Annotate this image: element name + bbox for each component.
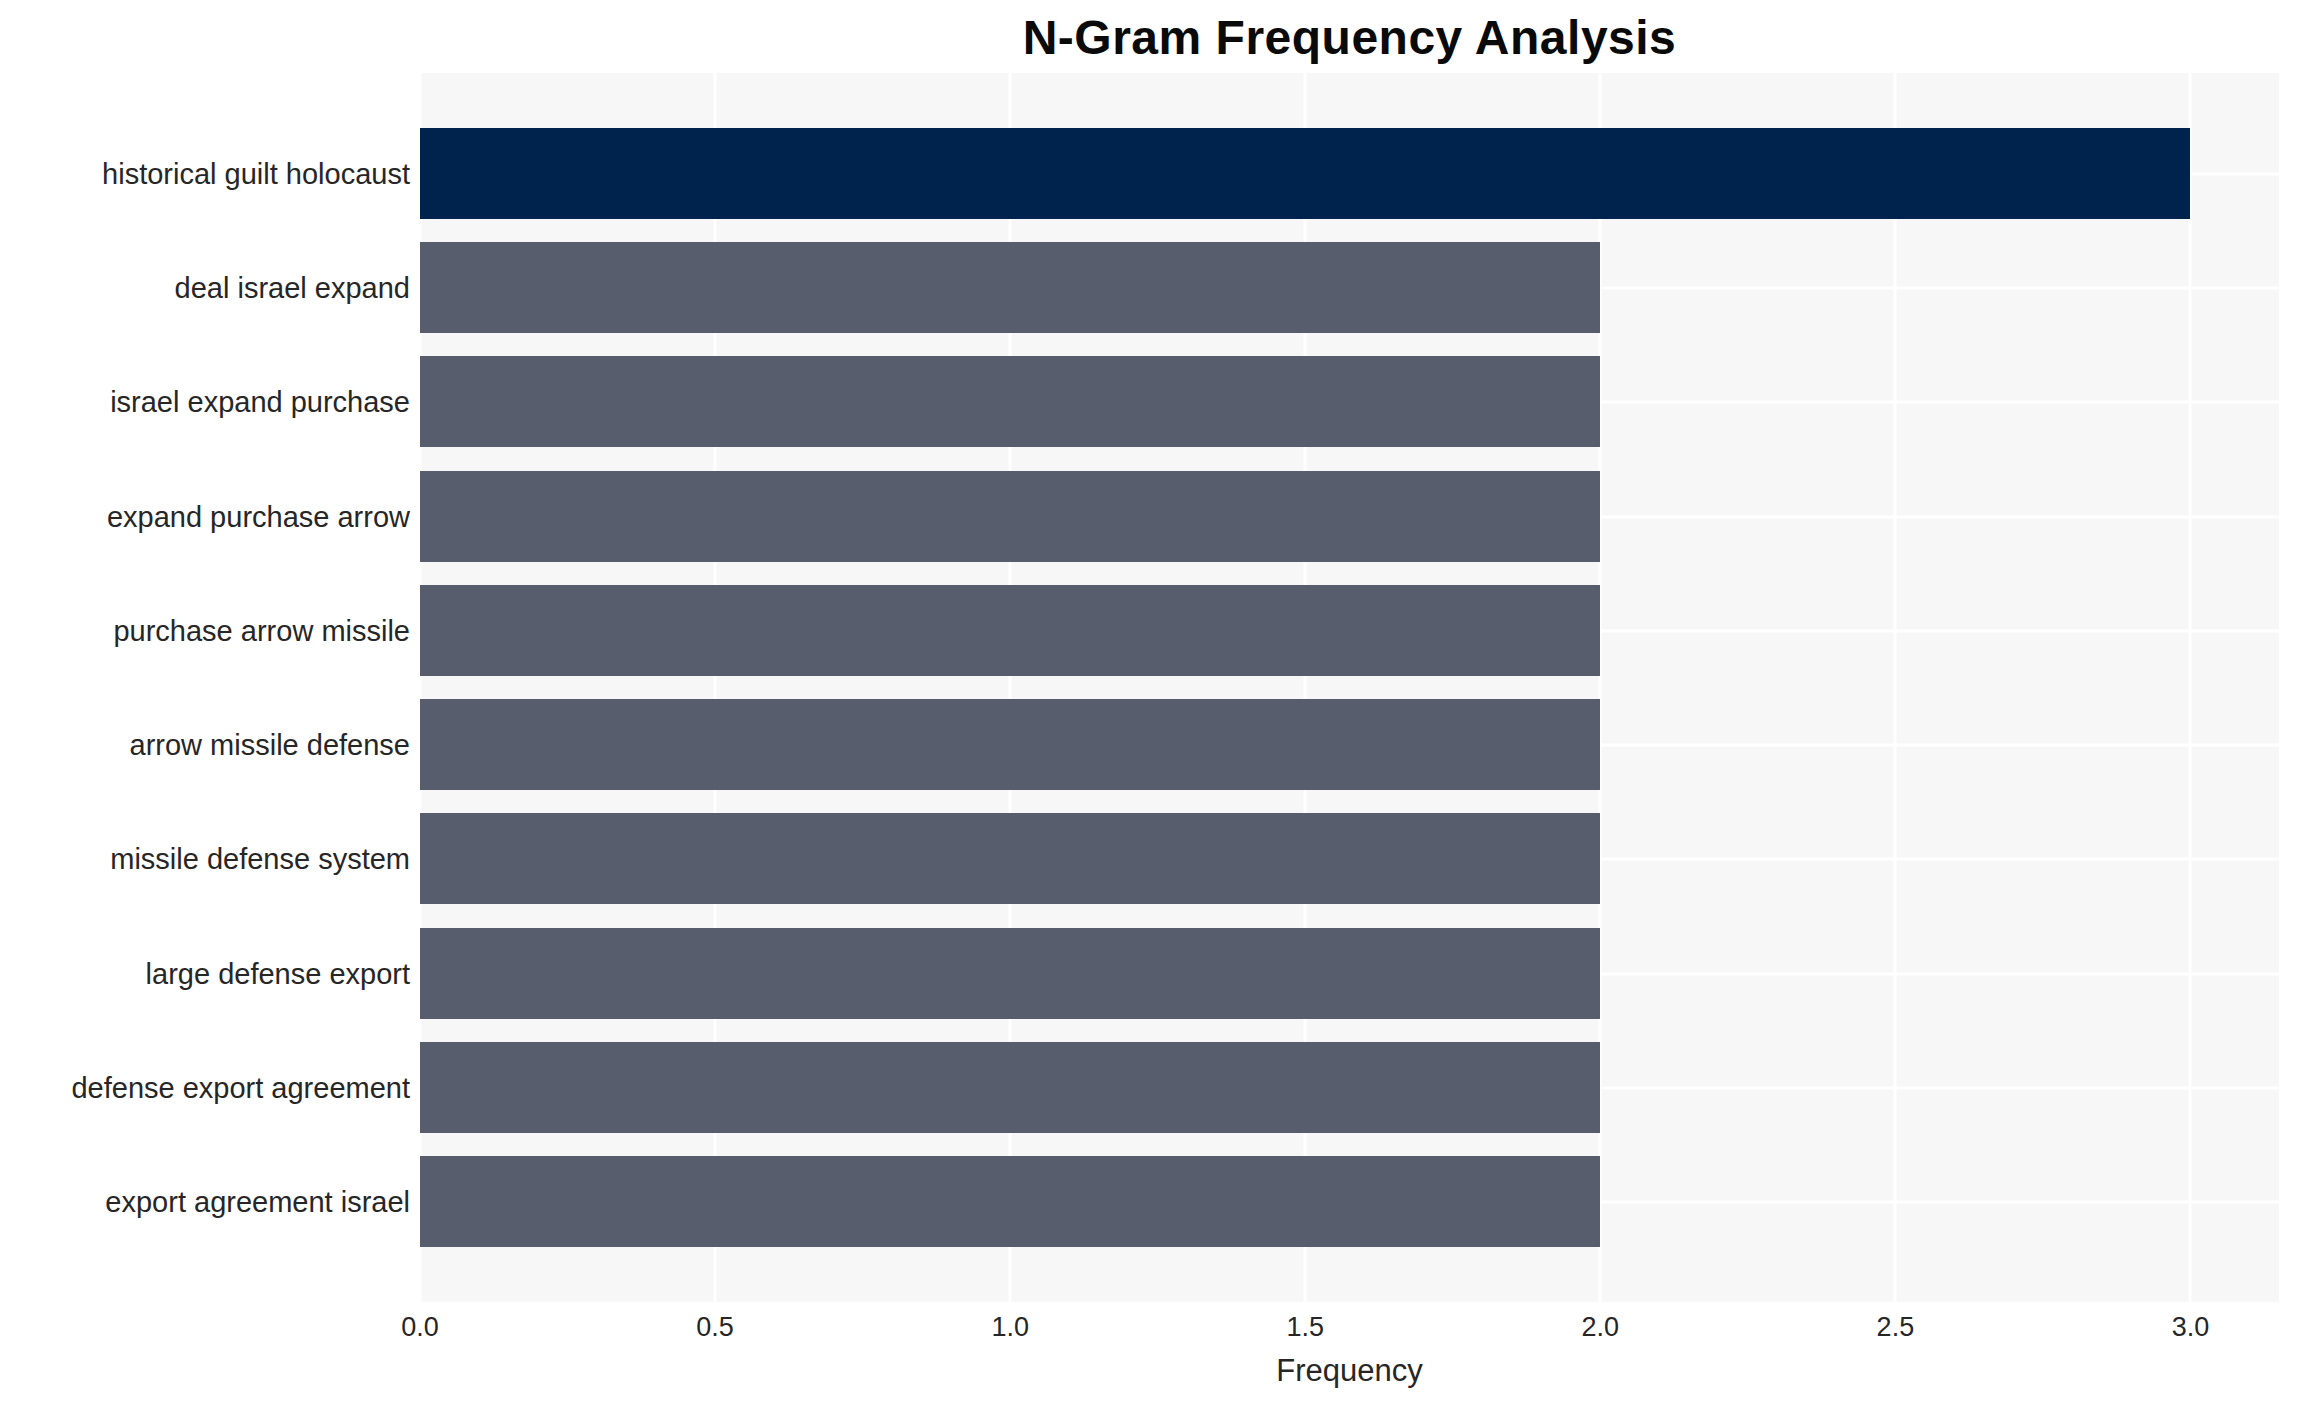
y-tick-label: expand purchase arrow	[107, 500, 410, 533]
bar-row: deal israel expand	[420, 242, 2279, 333]
y-tick-label: purchase arrow missile	[113, 614, 410, 647]
y-tick-label: israel expand purchase	[110, 385, 410, 418]
bar-arrow-missile-defense	[420, 699, 1600, 790]
plot-area: historical guilt holocaust deal israel e…	[420, 73, 2279, 1302]
chart-title: N-Gram Frequency Analysis	[420, 10, 2279, 65]
x-tick-label: 0.0	[401, 1312, 439, 1343]
bar-row: defense export agreement	[420, 1042, 2279, 1133]
y-tick-label: large defense export	[146, 957, 410, 990]
bar-row: historical guilt holocaust	[420, 128, 2279, 219]
bar-purchase-arrow-missile	[420, 585, 1600, 676]
bar-defense-export-agreement	[420, 1042, 1600, 1133]
x-tick-label: 1.0	[991, 1312, 1029, 1343]
bar-missile-defense-system	[420, 813, 1600, 904]
x-tick-label: 0.5	[696, 1312, 734, 1343]
bar-export-agreement-israel	[420, 1156, 1600, 1247]
y-tick-label: arrow missile defense	[130, 728, 410, 761]
x-axis-ticks: 0.0 0.5 1.0 1.5 2.0 2.5 3.0	[420, 1312, 2279, 1346]
x-tick-label: 2.5	[1877, 1312, 1915, 1343]
bar-row: large defense export	[420, 928, 2279, 1019]
x-tick-label: 1.5	[1286, 1312, 1324, 1343]
bar-expand-purchase-arrow	[420, 471, 1600, 562]
bar-row: purchase arrow missile	[420, 585, 2279, 676]
bar-row: missile defense system	[420, 813, 2279, 904]
bar-row: expand purchase arrow	[420, 471, 2279, 562]
y-tick-label: deal israel expand	[175, 271, 410, 304]
y-tick-label: defense export agreement	[71, 1071, 410, 1104]
bar-historical-guilt-holocaust	[420, 128, 2190, 219]
x-tick-label: 3.0	[2172, 1312, 2210, 1343]
bar-large-defense-export	[420, 928, 1600, 1019]
x-axis-label: Frequency	[420, 1353, 2279, 1389]
bar-row: arrow missile defense	[420, 699, 2279, 790]
bar-row: export agreement israel	[420, 1156, 2279, 1247]
y-tick-label: historical guilt holocaust	[102, 157, 410, 190]
bar-deal-israel-expand	[420, 242, 1600, 333]
bar-israel-expand-purchase	[420, 356, 1600, 447]
figure: N-Gram Frequency Analysis historical gui…	[0, 0, 2299, 1402]
y-tick-label: export agreement israel	[105, 1185, 410, 1218]
x-tick-label: 2.0	[1582, 1312, 1620, 1343]
bar-row: israel expand purchase	[420, 356, 2279, 447]
y-tick-label: missile defense system	[110, 842, 410, 875]
